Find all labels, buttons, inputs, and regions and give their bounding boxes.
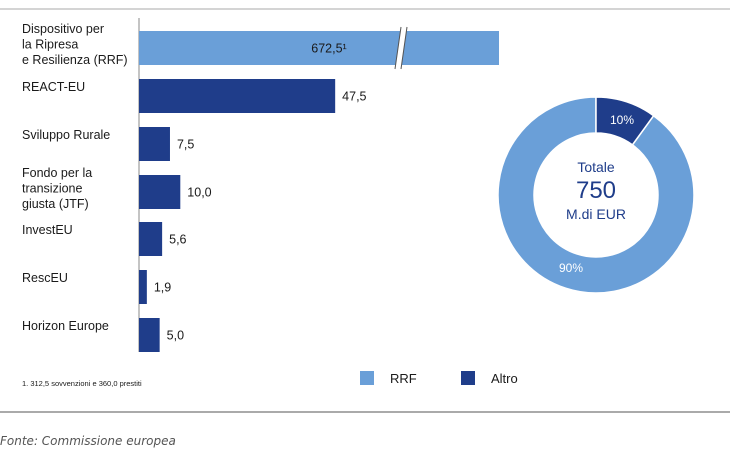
value-label-6: 1,9 bbox=[154, 281, 171, 295]
category-label-3: Sviluppo Rurale bbox=[22, 128, 110, 142]
axis-break-mark bbox=[395, 27, 407, 69]
donut-center-2: 750 bbox=[576, 177, 616, 204]
category-label-4: Fondo per la transizione giusta (JTF) bbox=[22, 166, 92, 211]
value-label-3: 7,5 bbox=[177, 138, 194, 152]
axis-break-line-2 bbox=[400, 26, 408, 70]
legend-swatch-altro bbox=[461, 371, 475, 385]
value-label-5: 5,6 bbox=[169, 233, 186, 247]
bar-5 bbox=[139, 222, 163, 256]
axis-break-line-1 bbox=[394, 26, 402, 70]
donut-chart: 90% 10% Totale 750 M.di EUR bbox=[497, 96, 695, 294]
bar-3 bbox=[139, 127, 170, 161]
value-label-4: 10,0 bbox=[187, 186, 211, 200]
legend: RRF Altro bbox=[360, 371, 518, 386]
category-label-1: Dispositivo per la Ripresa e Resilienza (R… bbox=[22, 22, 128, 67]
donut-slice-rrf bbox=[497, 96, 695, 294]
legend-label-altro: Altro bbox=[491, 371, 518, 386]
donut-center-1: Totale bbox=[577, 159, 615, 175]
bar-chart: 672,5¹ Dispositivo per la Ripresa e Resilie… bbox=[22, 22, 499, 352]
donut-label-rrf: 90% bbox=[559, 261, 583, 275]
bar-1 bbox=[139, 31, 499, 65]
chart-canvas: 672,5¹ Dispositivo per la Ripresa e Resilie… bbox=[0, 8, 730, 413]
donut-slice-altro bbox=[595, 96, 655, 146]
value-label-2: 47,5 bbox=[342, 90, 366, 104]
category-label-7: Horizon Europe bbox=[22, 319, 109, 333]
donut-center-3: M.di EUR bbox=[566, 206, 626, 222]
bar-7 bbox=[139, 318, 160, 352]
value-label-1: 672,5¹ bbox=[311, 42, 346, 56]
value-label-7: 5,0 bbox=[167, 329, 184, 343]
legend-swatch-rrf bbox=[360, 371, 374, 385]
bar-4 bbox=[139, 175, 181, 209]
category-label-6: RescEU bbox=[22, 271, 68, 285]
source-note: Fonte: Commissione europea bbox=[0, 434, 176, 448]
donut-label-altro: 10% bbox=[610, 113, 634, 127]
bar-2 bbox=[139, 79, 336, 113]
category-label-5: InvestEU bbox=[22, 223, 73, 237]
bar-6 bbox=[139, 270, 147, 304]
footnote: 1. 312,5 sovvenzioni e 360,0 prestiti bbox=[22, 379, 142, 388]
legend-label-rrf: RRF bbox=[390, 371, 417, 386]
category-label-2: REACT-EU bbox=[22, 80, 85, 94]
